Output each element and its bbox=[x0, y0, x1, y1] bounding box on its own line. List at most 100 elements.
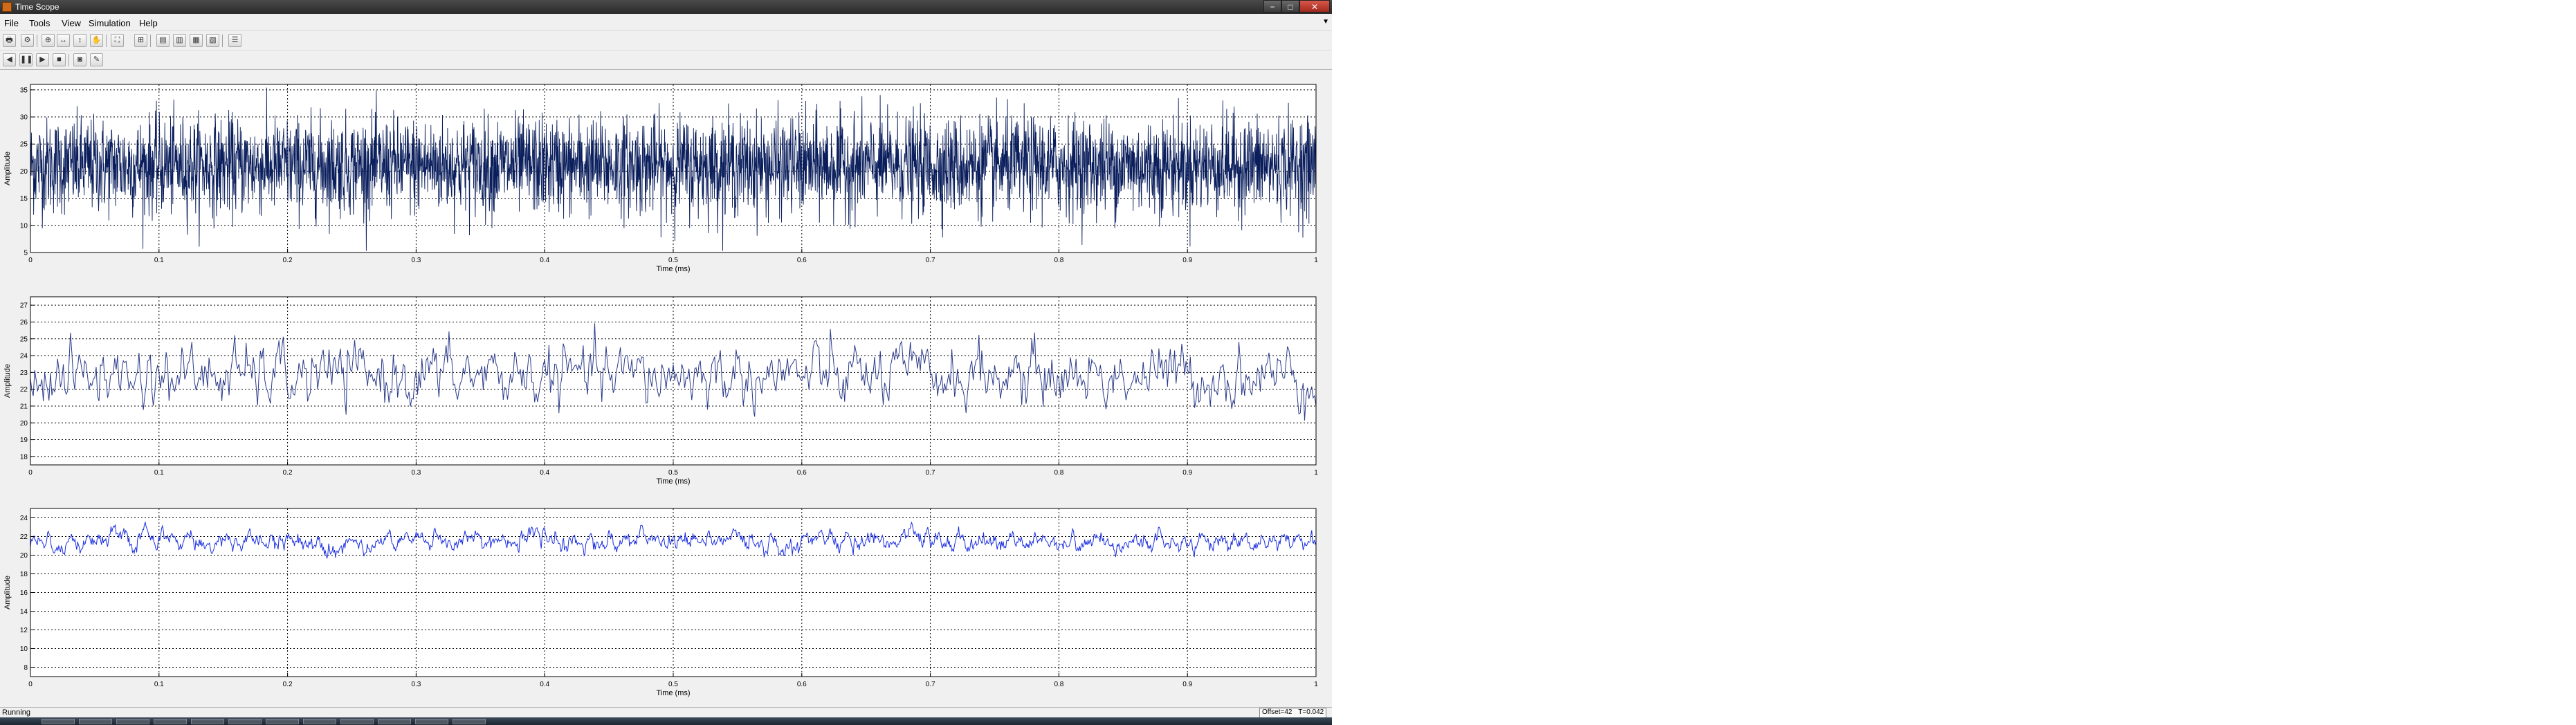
y-tick-label: 16 bbox=[20, 589, 28, 597]
y-axis-label: Amplitude bbox=[3, 364, 12, 398]
highlight-block-icon[interactable]: ⊞ bbox=[134, 34, 147, 47]
menu-overflow-icon[interactable]: ▼ bbox=[1322, 18, 1329, 26]
plots-area: 0 0.1 0.2 0.3 0.4 0.5 0.6 0.7 0.8 0.9 1 5 10 15 20 25 30… bbox=[0, 71, 1332, 707]
print-icon[interactable]: 🖶 bbox=[3, 34, 16, 47]
x-tick-label: 0.9 bbox=[1182, 257, 1192, 264]
x-tick-label: 0.6 bbox=[797, 681, 807, 688]
zoom-x-icon[interactable]: ↔ bbox=[57, 34, 70, 47]
taskbar-button[interactable] bbox=[191, 719, 224, 724]
title-bar: Time Scope − □ ✕ bbox=[0, 0, 1332, 14]
x-tick-label: 0.4 bbox=[540, 257, 549, 264]
offset-value: Offset=42 bbox=[1262, 708, 1292, 716]
y-tick-label: 19 bbox=[20, 437, 28, 444]
layout-2-icon[interactable]: ▥ bbox=[173, 34, 186, 47]
taskbar-button[interactable] bbox=[154, 719, 187, 724]
y-tick-label: 18 bbox=[20, 571, 28, 578]
x-tick-label: 0.2 bbox=[283, 469, 293, 477]
step-back-icon[interactable]: ◀ bbox=[3, 53, 16, 66]
taskbar-button[interactable] bbox=[415, 719, 448, 724]
x-tick-label: 0.5 bbox=[668, 257, 678, 264]
taskbar-button[interactable] bbox=[453, 719, 486, 724]
x-tick-label: 0.6 bbox=[797, 469, 807, 477]
y-tick-label: 8 bbox=[24, 664, 28, 672]
x-tick-label: 0 bbox=[28, 681, 33, 688]
x-tick-label: 0.7 bbox=[926, 681, 935, 688]
maximize-button[interactable]: □ bbox=[1281, 0, 1299, 12]
x-tick-label: 1 bbox=[1314, 681, 1318, 688]
menu-simulation[interactable]: Simulation bbox=[89, 18, 131, 28]
x-tick-label: 0.3 bbox=[411, 681, 421, 688]
y-tick-label: 24 bbox=[20, 353, 28, 360]
x-tick-label: 0.5 bbox=[668, 681, 678, 688]
zoom-in-icon[interactable]: ⊕ bbox=[42, 34, 55, 47]
y-tick-label: 25 bbox=[20, 336, 28, 343]
time-scope-window: Time Scope − □ ✕ File Tools View Simulat… bbox=[0, 0, 1332, 725]
x-tick-label: 0.8 bbox=[1054, 469, 1063, 477]
y-tick-label: 12 bbox=[20, 627, 28, 634]
stop-icon[interactable]: ■ bbox=[53, 53, 66, 66]
taskbar-button[interactable] bbox=[303, 719, 336, 724]
x-tick-label: 0.7 bbox=[926, 469, 935, 477]
x-tick-label: 0.7 bbox=[926, 257, 935, 264]
x-tick-label: 0.8 bbox=[1054, 257, 1063, 264]
taskbar-button[interactable] bbox=[42, 719, 75, 724]
x-tick-label: 0.5 bbox=[668, 469, 678, 477]
signal-trace bbox=[30, 87, 1317, 251]
parameters-icon[interactable]: ⚙ bbox=[21, 34, 34, 47]
taskbar-button[interactable] bbox=[116, 719, 149, 724]
y-tick-label: 23 bbox=[20, 369, 28, 377]
y-tick-label: 15 bbox=[20, 195, 28, 203]
time-value: T=0.042 bbox=[1298, 708, 1324, 716]
run-icon[interactable]: ▶ bbox=[36, 53, 49, 66]
layout-4-icon[interactable]: ▧ bbox=[206, 34, 219, 47]
close-button[interactable]: ✕ bbox=[1299, 0, 1330, 12]
snapshot-icon[interactable]: ◙ bbox=[73, 53, 86, 66]
x-tick-label: 0.9 bbox=[1182, 681, 1192, 688]
menu-view[interactable]: View bbox=[62, 18, 81, 28]
y-tick-label: 20 bbox=[20, 552, 28, 560]
x-tick-label: 0.2 bbox=[283, 681, 293, 688]
y-tick-label: 18 bbox=[20, 453, 28, 461]
legend-icon[interactable]: ☰ bbox=[228, 34, 241, 47]
toolbar-separator bbox=[150, 35, 151, 47]
y-tick-label: 35 bbox=[20, 86, 28, 94]
taskbar-button[interactable] bbox=[79, 719, 112, 724]
y-tick-label: 21 bbox=[20, 403, 28, 410]
taskbar-button[interactable] bbox=[266, 719, 299, 724]
menu-help[interactable]: Help bbox=[139, 18, 158, 28]
layout-3-icon[interactable]: ▦ bbox=[190, 34, 203, 47]
menu-tools[interactable]: Tools bbox=[29, 18, 51, 28]
y-tick-label: 5 bbox=[24, 250, 28, 257]
os-taskbar bbox=[0, 717, 1332, 725]
menu-file[interactable]: File bbox=[4, 18, 19, 28]
y-tick-label: 10 bbox=[20, 645, 28, 653]
y-tick-label: 10 bbox=[20, 222, 28, 230]
x-tick-label: 0.3 bbox=[411, 257, 421, 264]
x-tick-label: 1 bbox=[1314, 257, 1318, 264]
y-tick-label: 30 bbox=[20, 114, 28, 122]
y-tick-label: 27 bbox=[20, 302, 28, 310]
pause-icon[interactable]: ❚❚ bbox=[19, 53, 33, 66]
autoscale-icon[interactable]: ⛶ bbox=[111, 34, 124, 47]
toolbar-separator bbox=[106, 35, 107, 47]
toolbar-separator bbox=[68, 54, 69, 66]
x-tick-label: 0.1 bbox=[154, 257, 164, 264]
y-tick-label: 20 bbox=[20, 168, 28, 176]
signal-trace bbox=[30, 323, 1317, 421]
y-tick-label: 22 bbox=[20, 386, 28, 394]
taskbar-button[interactable] bbox=[340, 719, 374, 724]
taskbar-button[interactable] bbox=[378, 719, 411, 724]
x-tick-label: 0.6 bbox=[797, 257, 807, 264]
zoom-y-icon[interactable]: ↕ bbox=[73, 34, 86, 47]
menu-bar: File Tools View Simulation Help ▼ bbox=[0, 15, 1332, 31]
highlight-icon[interactable]: ✎ bbox=[90, 53, 103, 66]
pan-icon[interactable]: ✋ bbox=[90, 34, 103, 47]
y-tick-label: 24 bbox=[20, 515, 28, 522]
minimize-button[interactable]: − bbox=[1263, 0, 1281, 12]
toolbar-separator bbox=[222, 35, 223, 47]
y-axis-label: Amplitude bbox=[3, 152, 12, 185]
taskbar-button[interactable] bbox=[228, 719, 262, 724]
layout-1-icon[interactable]: ▤ bbox=[156, 34, 170, 47]
x-tick-label: 1 bbox=[1314, 469, 1318, 477]
x-tick-label: 0.4 bbox=[540, 681, 549, 688]
